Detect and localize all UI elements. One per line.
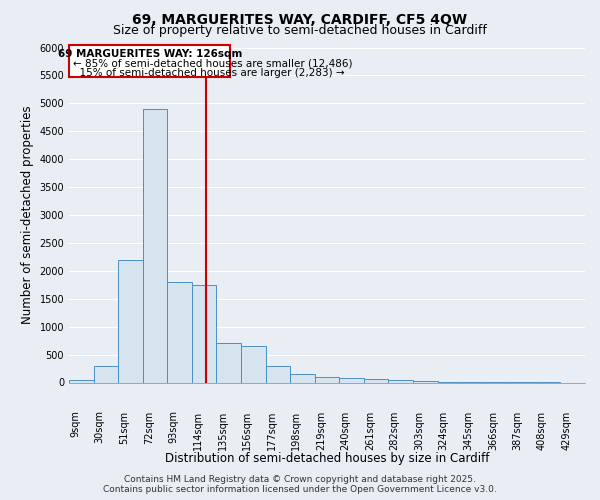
Bar (364, 379, 388, 382)
Bar (69, 44, 230, 76)
Text: 15% of semi-detached houses are larger (2,283) →: 15% of semi-detached houses are larger (… (73, 68, 344, 78)
Text: 156sqm: 156sqm (242, 410, 252, 450)
Bar (315, 377, 339, 382)
Text: 177sqm: 177sqm (267, 410, 277, 450)
Text: 72sqm: 72sqm (144, 410, 154, 444)
Text: 261sqm: 261sqm (365, 410, 375, 450)
Text: 408sqm: 408sqm (537, 410, 547, 450)
Text: Size of property relative to semi-detached houses in Cardiff: Size of property relative to semi-detach… (113, 24, 487, 37)
Bar (241, 346, 266, 383)
Bar (167, 282, 192, 382)
Text: 240sqm: 240sqm (340, 410, 350, 450)
Bar (266, 366, 290, 382)
Text: 93sqm: 93sqm (169, 410, 178, 444)
Text: 303sqm: 303sqm (414, 410, 424, 450)
Text: 51sqm: 51sqm (119, 410, 130, 444)
Bar (143, 109, 167, 382)
Text: 198sqm: 198sqm (292, 410, 301, 450)
Bar (217, 344, 241, 382)
Text: 69, MARGUERITES WAY, CARDIFF, CF5 4QW: 69, MARGUERITES WAY, CARDIFF, CF5 4QW (133, 12, 467, 26)
X-axis label: Distribution of semi-detached houses by size in Cardiff: Distribution of semi-detached houses by … (165, 452, 489, 465)
Text: 366sqm: 366sqm (488, 410, 498, 450)
Bar (94, 366, 118, 382)
Text: Contains HM Land Registry data © Crown copyright and database right 2025.
Contai: Contains HM Land Registry data © Crown c… (103, 474, 497, 494)
Text: 387sqm: 387sqm (512, 410, 523, 450)
Bar (388, 380, 413, 382)
Text: 429sqm: 429sqm (562, 410, 572, 450)
Text: 219sqm: 219sqm (316, 410, 326, 450)
Text: 30sqm: 30sqm (95, 410, 105, 444)
Bar (69, 380, 94, 382)
Bar (339, 378, 364, 382)
Bar (118, 260, 143, 382)
Text: 135sqm: 135sqm (218, 410, 227, 450)
Bar (192, 285, 217, 382)
Text: 324sqm: 324sqm (439, 410, 449, 450)
Text: 345sqm: 345sqm (463, 410, 473, 450)
Text: 9sqm: 9sqm (70, 410, 80, 438)
Text: 114sqm: 114sqm (193, 410, 203, 450)
Text: ← 85% of semi-detached houses are smaller (12,486): ← 85% of semi-detached houses are smalle… (73, 58, 352, 68)
Text: 69 MARGUERITES WAY: 126sqm: 69 MARGUERITES WAY: 126sqm (58, 49, 242, 59)
Text: 282sqm: 282sqm (389, 410, 400, 450)
Bar (290, 374, 315, 382)
Y-axis label: Number of semi-detached properties: Number of semi-detached properties (21, 106, 34, 324)
